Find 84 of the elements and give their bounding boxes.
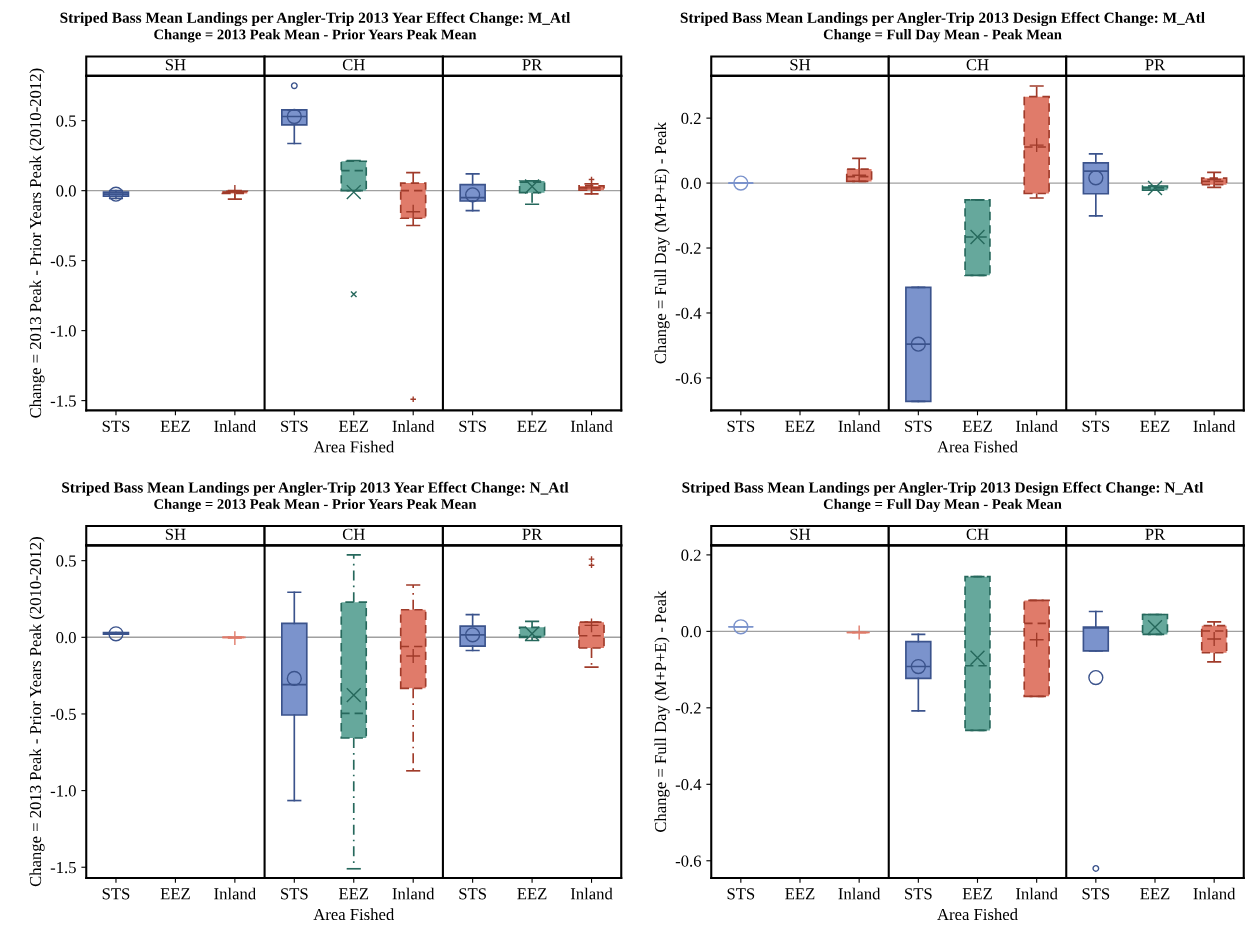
- x-tick-label: STS: [102, 420, 130, 432]
- x-axis-title: Area Fished: [313, 908, 395, 921]
- chart-title: Striped Bass Mean Landings per Angler-Trip 2013 Design Effect Change: M_Atl: [680, 11, 1205, 27]
- x-tick-label: STS: [281, 888, 308, 900]
- x-tick-label: EEZ: [160, 888, 190, 900]
- y-tick-label: 0.2: [681, 549, 701, 561]
- y-axis-title: Change = 2013 Peak - Prior Years Peak (2010-2012): [29, 68, 45, 418]
- chart-title: Striped Bass Mean Landings per Angler-Trip 2013 Year Effect Change: N_Atl: [62, 481, 569, 496]
- x-tick-label: Inland: [1015, 887, 1058, 900]
- y-tick-label: -0.4: [675, 779, 702, 791]
- x-tick-label: STS: [905, 888, 932, 900]
- x-tick-label: STS: [727, 420, 755, 432]
- chart-title: Striped Bass Mean Landings per Angler-Trip 2013 Design Effect Change: N_Atl: [682, 481, 1204, 496]
- text: SH: [165, 59, 186, 71]
- x-tick-label: EEZ: [338, 420, 369, 432]
- x-tick-label: STS: [1082, 420, 1110, 432]
- x-tick-label: Inland: [214, 887, 256, 900]
- x-tick-label: EEZ: [785, 420, 815, 432]
- x-tick-label: STS: [102, 888, 130, 900]
- y-tick-label: -0.5: [50, 708, 76, 720]
- y-tick-label: -1.0: [50, 325, 76, 337]
- text: SH: [790, 59, 811, 71]
- y-tick-label: -1.5: [50, 862, 76, 874]
- y-tick-label: -0.4: [675, 307, 702, 319]
- text: SH: [165, 528, 186, 540]
- y-axis-title: Change = Full Day (M+P+E) - Peak: [654, 590, 670, 832]
- x-tick-label: Inland: [214, 420, 256, 432]
- y-tick-label: 0.0: [681, 177, 701, 190]
- x-axis-title: Area Fished: [937, 908, 1018, 921]
- y-tick-label: 0.5: [56, 115, 76, 127]
- x-tick-label: EEZ: [517, 420, 547, 432]
- x-tick-label: Inland: [838, 887, 881, 900]
- x-tick-label: STS: [281, 420, 308, 432]
- x-tick-label: EEZ: [1140, 888, 1170, 900]
- text: CH: [342, 59, 365, 71]
- text: SH: [790, 528, 811, 540]
- y-tick-label: 0.2: [681, 112, 701, 125]
- x-tick-label: Inland: [1015, 420, 1058, 432]
- x-tick-label: EEZ: [962, 888, 992, 900]
- x-tick-label: Inland: [570, 420, 613, 432]
- text: CH: [966, 59, 989, 71]
- y-tick-label: -0.2: [675, 702, 701, 714]
- chart-subtitle: Change = Full Day Mean - Peak Mean: [823, 498, 1062, 513]
- chart-subtitle: Change = Full Day Mean - Peak Mean: [823, 29, 1062, 43]
- x-tick-label: EEZ: [517, 888, 547, 900]
- text: PR: [1145, 59, 1166, 71]
- y-tick-label: 0.0: [56, 632, 76, 644]
- x-tick-label: STS: [459, 420, 486, 432]
- x-tick-label: STS: [459, 888, 486, 900]
- text: CH: [342, 528, 365, 540]
- x-tick-label: STS: [727, 888, 755, 900]
- x-axis-title: Area Fished: [937, 440, 1018, 453]
- chart-title: Striped Bass Mean Landings per Angler-Trip 2013 Year Effect Change: M_Atl: [60, 11, 571, 27]
- text: PR: [522, 528, 543, 540]
- x-tick-label: STS: [1082, 888, 1110, 900]
- x-axis-title: Area Fished: [313, 440, 395, 453]
- x-tick-label: Inland: [1193, 887, 1236, 900]
- x-tick-label: Inland: [392, 887, 435, 900]
- x-tick-label: EEZ: [1140, 420, 1170, 432]
- y-tick-label: 0.0: [56, 185, 76, 197]
- text: PR: [1145, 528, 1166, 540]
- y-tick-label: -1.0: [50, 785, 76, 797]
- y-axis-title: Change = Full Day (M+P+E) - Peak: [654, 122, 670, 364]
- x-tick-label: EEZ: [160, 420, 190, 432]
- y-axis-title: Change = 2013 Peak - Prior Years Peak (2010-2012): [29, 537, 45, 887]
- x-tick-label: Inland: [570, 887, 613, 900]
- y-tick-label: -0.6: [675, 372, 702, 384]
- x-tick-label: STS: [905, 420, 932, 432]
- x-tick-label: EEZ: [962, 420, 992, 432]
- y-tick-label: 0.0: [681, 626, 701, 638]
- x-tick-label: EEZ: [785, 888, 815, 900]
- chart-subtitle: Change = 2013 Peak Mean - Prior Years Peak Mean: [154, 29, 477, 43]
- y-tick-label: -0.5: [50, 255, 76, 267]
- y-tick-label: 0.5: [56, 555, 76, 567]
- text: CH: [966, 528, 989, 540]
- y-tick-label: -1.5: [50, 395, 76, 407]
- x-tick-label: Inland: [1193, 420, 1236, 432]
- y-tick-label: -0.2: [675, 242, 701, 255]
- x-tick-label: EEZ: [338, 888, 369, 900]
- chart-subtitle: Change = 2013 Peak Mean - Prior Years Peak Mean: [154, 498, 477, 513]
- text: PR: [522, 59, 543, 71]
- y-tick-label: -0.6: [675, 855, 702, 867]
- x-tick-label: Inland: [838, 420, 881, 432]
- x-tick-label: Inland: [392, 420, 435, 432]
